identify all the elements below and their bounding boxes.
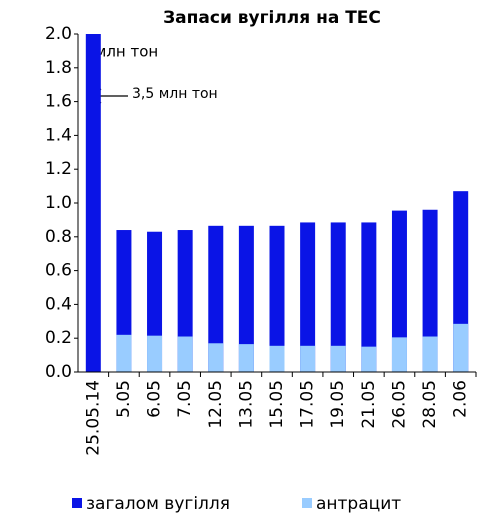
bar <box>361 222 377 372</box>
x-tick-label: 5.05 <box>114 380 134 418</box>
x-tick-label: 19.05 <box>328 380 348 429</box>
x-tick-label: 28.05 <box>420 380 440 429</box>
x-tick-label: 17.05 <box>298 380 318 429</box>
legend-label: загалом вугілля <box>86 494 230 514</box>
bar <box>330 345 346 372</box>
y-tick-label: 1.6 <box>45 92 72 112</box>
bar <box>269 225 285 372</box>
bar <box>147 335 163 372</box>
legend-swatch <box>302 498 312 508</box>
y-tick-label: 0.8 <box>45 227 72 247</box>
bar <box>391 210 407 372</box>
bar <box>269 345 285 372</box>
x-tick-label: 2.06 <box>451 380 471 418</box>
x-tick-label: 12.05 <box>206 380 226 429</box>
bar <box>300 345 316 372</box>
bar <box>208 343 224 372</box>
x-tick-label: 26.05 <box>389 380 409 429</box>
x-tick-label: 15.05 <box>267 380 287 429</box>
bar <box>422 209 438 372</box>
bar <box>208 225 224 372</box>
bar <box>330 222 346 372</box>
bar <box>177 336 193 372</box>
y-tick-label: 0.6 <box>45 261 72 281</box>
bar <box>361 346 377 372</box>
bar <box>238 225 254 372</box>
bar <box>391 337 407 372</box>
bar <box>300 222 316 372</box>
y-tick-label: 1.0 <box>45 193 72 213</box>
x-tick-label: 6.05 <box>145 380 165 418</box>
legend-swatch <box>72 498 82 508</box>
chart-title: Запаси вугілля на ТЕС <box>163 8 381 28</box>
y-tick-label: 0.0 <box>45 362 72 382</box>
annotation: млн тон <box>95 43 158 61</box>
bar <box>85 34 101 372</box>
legend-label: антрацит <box>316 494 401 514</box>
bars <box>85 34 469 372</box>
y-tick-label: 1.4 <box>45 125 72 145</box>
bar <box>422 336 438 372</box>
x-tick-label: 25.05.14 <box>83 380 103 456</box>
x-tick-label: 13.05 <box>236 380 256 429</box>
y-tick-label: 1.8 <box>45 58 72 78</box>
bar <box>238 344 254 372</box>
x-tick-label: 7.05 <box>175 380 195 418</box>
y-tick-label: 0.2 <box>45 328 72 348</box>
x-tick-label: 21.05 <box>359 380 379 429</box>
bar <box>453 323 469 372</box>
y-tick-label: 2.0 <box>45 24 72 44</box>
annotation: 3,5 млн тон <box>132 86 218 102</box>
y-tick-label: 1.2 <box>45 159 72 179</box>
y-tick-label: 0.4 <box>45 294 72 314</box>
bar <box>116 334 132 372</box>
